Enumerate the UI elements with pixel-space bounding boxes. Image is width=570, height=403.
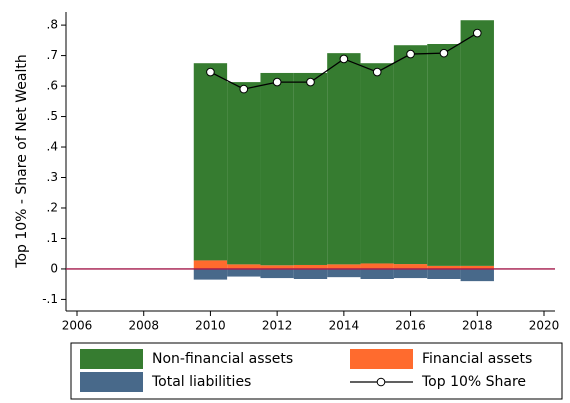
legend-marker	[376, 377, 386, 387]
bar	[327, 268, 361, 278]
line-marker	[472, 28, 482, 38]
bar	[360, 268, 394, 279]
bar	[193, 268, 228, 280]
bar	[460, 20, 494, 266]
legend-swatch	[80, 372, 143, 392]
legend-swatch	[80, 349, 143, 369]
line-marker	[439, 48, 449, 58]
line-marker	[239, 84, 249, 94]
x-tick-label: 2008	[128, 319, 159, 333]
y-tick-label: .3	[47, 170, 58, 184]
bar	[293, 268, 328, 279]
bar	[193, 260, 228, 269]
bar	[193, 63, 228, 261]
x-tick-label: 2006	[62, 319, 93, 333]
bar	[227, 264, 261, 269]
y-tick-label: .6	[47, 79, 58, 93]
bar	[327, 53, 361, 265]
bar	[260, 72, 294, 266]
bar	[460, 265, 494, 269]
bar	[360, 63, 394, 264]
bar	[393, 268, 428, 279]
bar	[227, 268, 261, 277]
y-tick-label: .8	[47, 18, 58, 32]
bar	[360, 263, 394, 269]
bar	[460, 268, 494, 282]
bar	[260, 268, 294, 279]
x-tick-label: 2020	[529, 319, 560, 333]
y-tick-label: .4	[47, 140, 58, 154]
y-tick-label: .2	[47, 200, 58, 214]
x-tick-label: 2012	[262, 319, 293, 333]
legend-label: Non-financial assets	[152, 351, 293, 367]
x-tick-label: 2016	[395, 319, 426, 333]
y-tick-label: -.1	[42, 292, 58, 306]
bar	[327, 264, 361, 269]
y-axis-label: Top 10% - Share of Net Wealth	[14, 54, 30, 268]
bar	[293, 72, 328, 265]
y-tick-label: .1	[47, 231, 58, 245]
x-tick-label: 2018	[462, 319, 493, 333]
legend-swatch	[350, 349, 413, 369]
x-tick-label: 2010	[195, 319, 226, 333]
legend-box	[70, 342, 563, 400]
y-tick-label: .7	[47, 48, 58, 62]
bar	[293, 264, 328, 269]
line-marker	[406, 49, 415, 59]
y-tick-label: 0	[50, 261, 58, 275]
line-marker	[339, 54, 349, 64]
bar	[427, 265, 461, 269]
y-tick-label: .5	[47, 109, 58, 123]
bar	[260, 265, 294, 269]
bar	[227, 82, 261, 265]
bar	[427, 44, 461, 266]
line-marker	[206, 67, 215, 77]
line-marker	[272, 77, 282, 87]
legend-label: Total liabilities	[151, 374, 251, 390]
legend-label: Top 10% Share	[421, 374, 526, 390]
line-marker	[372, 67, 382, 77]
line-marker	[306, 77, 315, 87]
x-tick-label: 2014	[329, 319, 360, 333]
legend-label: Financial assets	[422, 351, 532, 367]
bar	[393, 45, 428, 265]
bar	[393, 264, 428, 269]
bar	[427, 268, 461, 279]
